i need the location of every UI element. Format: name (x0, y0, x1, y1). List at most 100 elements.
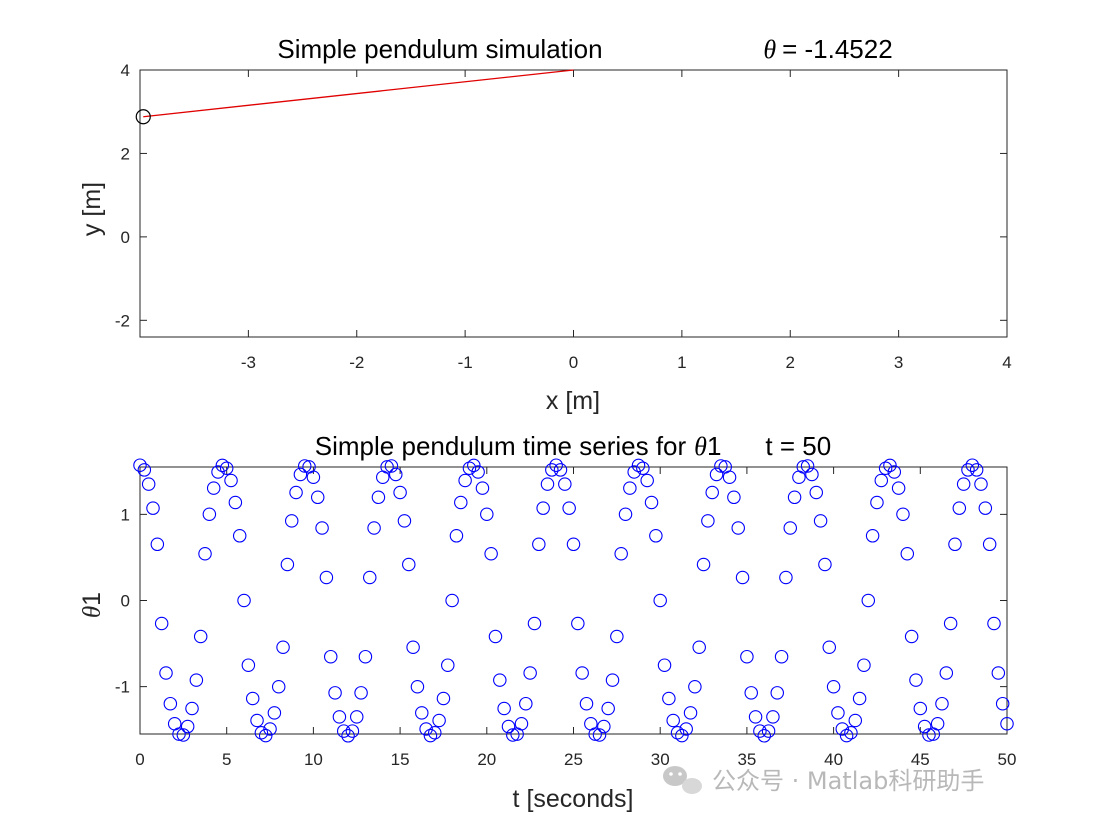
timeseries-point (276, 640, 290, 655)
timeseries-x-tick-label: 0 (135, 750, 144, 769)
timeseries-point (844, 726, 858, 740)
timeseries-point (779, 570, 793, 585)
timeseries-point (397, 514, 412, 528)
timeseries-point (909, 673, 923, 687)
timeseries-point (363, 570, 377, 585)
timeseries-point (215, 458, 230, 473)
timeseries-point (393, 485, 407, 500)
timeseries-plot-area (139, 466, 1008, 735)
timeseries-point (722, 470, 737, 485)
timeseries-point (328, 686, 342, 700)
timeseries-title-symbol: θ (694, 432, 707, 461)
timeseries-point (141, 477, 156, 491)
timeseries-point (644, 495, 659, 510)
timeseries-point (571, 616, 585, 631)
timeseries-point (180, 719, 195, 734)
timeseries-point (740, 649, 754, 664)
timeseries-point (692, 640, 706, 655)
timeseries-x-tick-label: 40 (824, 750, 843, 769)
timeseries-x-tick-label: 25 (564, 750, 583, 769)
timeseries-point (163, 696, 178, 711)
timeseries-point (809, 485, 824, 500)
watermark-text: 公众号 · Matlab科研助手 (712, 767, 984, 795)
timeseries-point (462, 461, 477, 475)
timeseries-point (887, 465, 902, 479)
timeseries-point (900, 546, 915, 561)
timeseries-point (501, 719, 516, 734)
timeseries-point (289, 485, 303, 500)
wechat-icon (663, 766, 702, 794)
pendulum-bob (135, 109, 151, 125)
pendulum-x-tick-label: 4 (1002, 353, 1011, 372)
timeseries-point (506, 728, 520, 742)
timeseries-point (449, 529, 464, 543)
pendulum-x-tick-label: 0 (569, 353, 578, 372)
time-readout: t = 50 (765, 431, 831, 461)
timeseries-point (774, 649, 789, 664)
timeseries-point (974, 477, 988, 491)
timeseries-point (237, 593, 251, 608)
timeseries-point (232, 529, 247, 543)
timeseries-point (714, 459, 728, 473)
timeseries-point (679, 722, 693, 736)
timeseries-point (618, 507, 633, 522)
timeseries-point (250, 713, 264, 728)
pendulum-x-label: x [m] (546, 387, 600, 415)
timeseries-point (458, 473, 472, 488)
timeseries-point (310, 490, 325, 505)
timeseries-point (657, 658, 672, 672)
timeseries-point (831, 706, 845, 720)
timeseries-point (484, 546, 498, 561)
timeseries-point (553, 463, 568, 477)
angle-readout: θ = -1.4522 (763, 34, 892, 64)
timeseries-point (193, 629, 208, 644)
timeseries-x-tick-label: 10 (304, 750, 323, 769)
timeseries-point (488, 629, 503, 644)
timeseries-x-tick-label: 45 (911, 750, 930, 769)
angle-symbol: θ (763, 35, 776, 64)
timeseries-x-tick-label: 5 (222, 750, 231, 769)
timeseries-point (913, 701, 928, 716)
timeseries-point (323, 649, 338, 664)
timeseries-point (757, 729, 771, 743)
pendulum-y-tick-label: -2 (115, 311, 130, 330)
timeseries-point (705, 485, 719, 500)
timeseries-point (675, 728, 689, 743)
timeseries-point (631, 458, 646, 473)
timeseries-x-tick-label: 50 (998, 750, 1017, 769)
timeseries-point (848, 713, 863, 728)
pendulum-y-tick-label: 2 (121, 144, 130, 163)
timeseries-point (857, 658, 871, 672)
pendulum-y-tick-label: 4 (121, 61, 130, 80)
timeseries-y-label: θ1 (78, 592, 106, 618)
timeseries-point (271, 679, 286, 694)
timeseries-point (597, 719, 611, 734)
timeseries-y-symbol: θ (79, 606, 106, 618)
timeseries-point (224, 473, 238, 488)
timeseries-y-tick-label: 0 (121, 592, 130, 611)
timeseries-point (146, 501, 160, 515)
timeseries-point (432, 713, 446, 728)
timeseries-point (371, 490, 386, 505)
watermark: 公众号 · Matlab科研助手 (663, 766, 984, 795)
timeseries-point (562, 501, 576, 515)
timeseries-title-text: Simple pendulum time series for (315, 431, 687, 461)
timeseries-point (883, 458, 897, 473)
timeseries-point (185, 701, 199, 716)
timeseries-point (358, 649, 373, 664)
timeseries-point (284, 514, 299, 528)
timeseries-x-tick-label: 20 (477, 750, 496, 769)
timeseries-point (952, 501, 967, 515)
timeseries-point (467, 458, 481, 473)
timeseries-point (402, 557, 416, 572)
timeseries-point (198, 546, 212, 561)
timeseries-point (454, 495, 468, 510)
timeseries-point (800, 459, 815, 473)
timeseries-point (696, 557, 711, 572)
timeseries-point (219, 461, 234, 475)
timeseries-point (497, 701, 511, 716)
timeseries-point (991, 666, 1006, 680)
timeseries-y-index: 1 (78, 592, 106, 606)
timeseries-point (345, 724, 360, 738)
